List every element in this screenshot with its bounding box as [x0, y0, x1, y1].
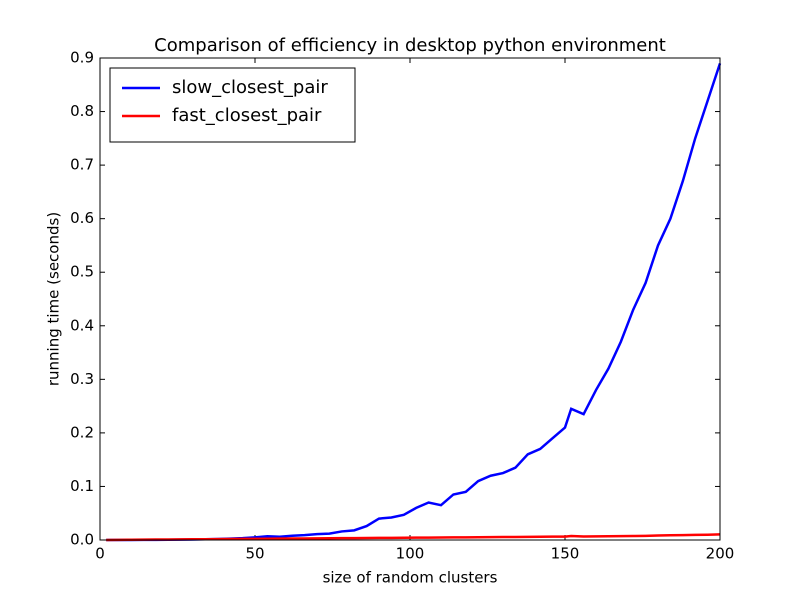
y-axis-label: running time (seconds) — [45, 212, 63, 386]
chart-title: Comparison of efficiency in desktop pyth… — [154, 35, 666, 56]
x-tick-label: 50 — [245, 545, 264, 563]
legend-label: fast_closest_pair — [172, 105, 322, 126]
plot-frame — [99, 57, 721, 541]
series-line — [106, 533, 721, 542]
y-tick-label: 0.1 — [70, 477, 94, 495]
y-tick-label: 0.0 — [70, 531, 94, 549]
x-tick-label: 100 — [396, 545, 425, 563]
y-tick-label: 0.5 — [70, 263, 94, 281]
legend-box — [109, 67, 356, 143]
y-tick-label: 0.4 — [70, 316, 94, 334]
x-tick-label: 0 — [95, 545, 105, 563]
y-tick-label: 0.6 — [70, 209, 94, 227]
y-tick-label: 0.7 — [70, 156, 94, 174]
x-tick-label: 150 — [551, 545, 580, 563]
y-tick-label: 0.9 — [70, 49, 94, 67]
legend-label: slow_closest_pair — [172, 77, 328, 98]
y-tick-label: 0.2 — [70, 423, 94, 441]
y-tick-label: 0.8 — [70, 102, 94, 120]
x-tick-label: 200 — [706, 545, 735, 563]
x-axis-label: size of random clusters — [323, 569, 498, 587]
y-tick-label: 0.3 — [70, 370, 94, 388]
